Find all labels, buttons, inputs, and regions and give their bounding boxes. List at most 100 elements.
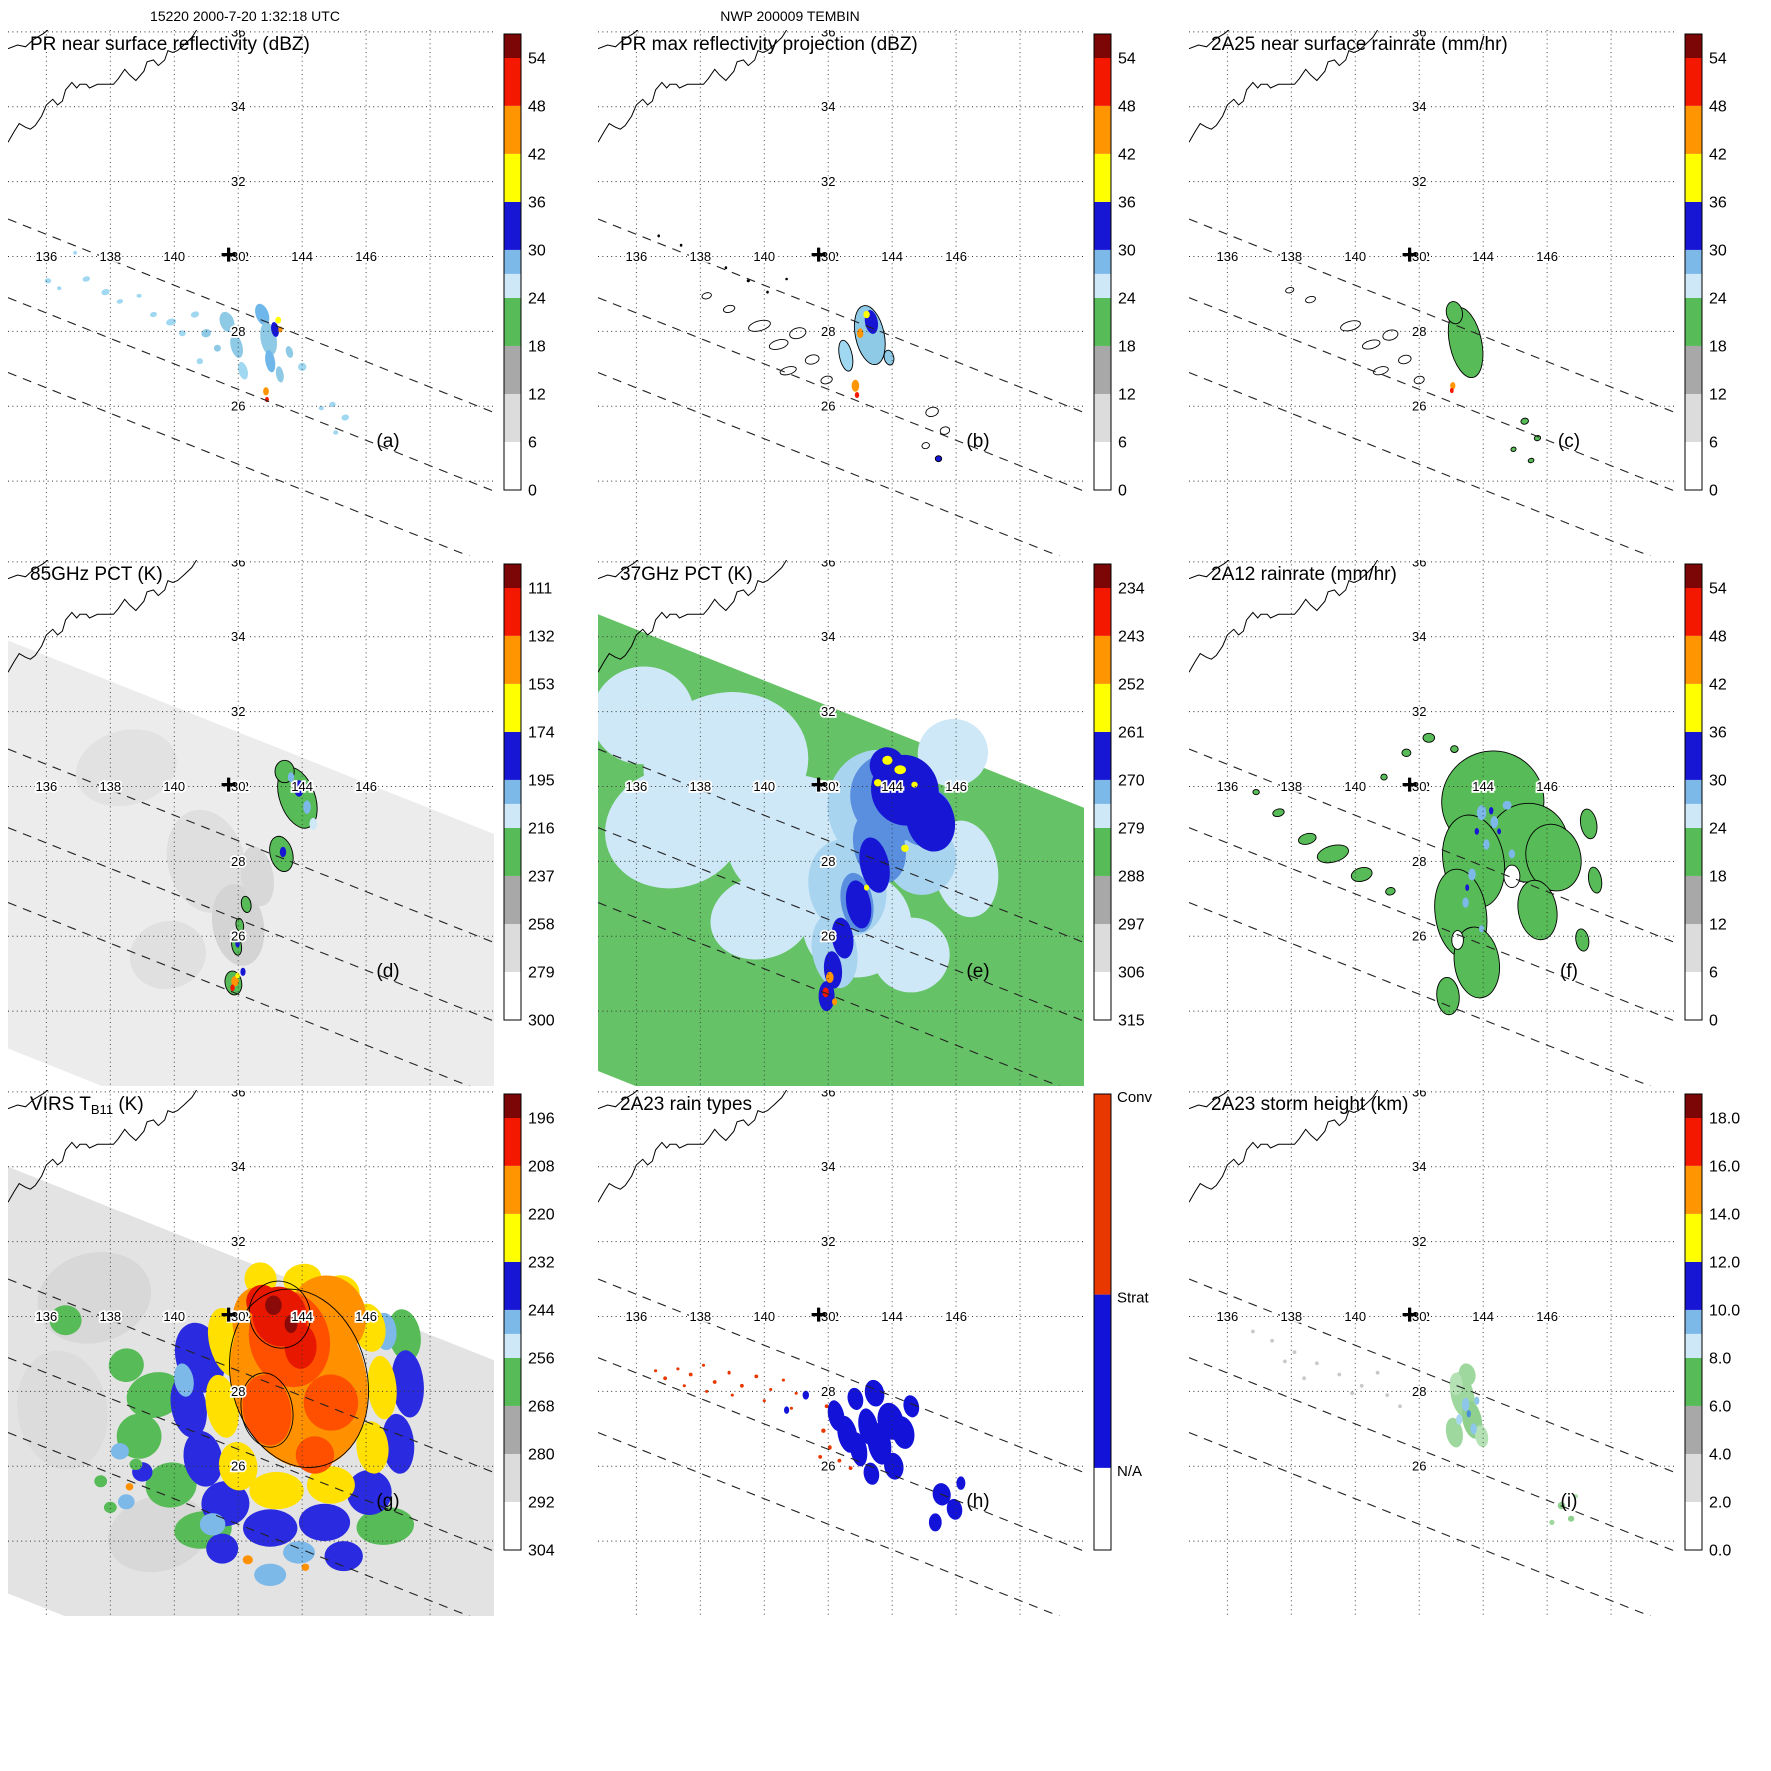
map-feature [1520, 417, 1529, 425]
lon-tick-label: 140 [163, 249, 185, 264]
map-feature [901, 844, 909, 852]
map-feature [201, 329, 211, 338]
map-feature [1285, 287, 1295, 294]
colorbar-tick-label: 300 [528, 1013, 555, 1030]
lat-tick-label: 28 [1412, 324, 1426, 339]
coastline [8, 30, 49, 50]
lat-tick-label: 26 [821, 929, 835, 944]
panel-title: 85GHz PCT (K) [30, 564, 163, 585]
lat-tick-label: 34 [821, 1159, 835, 1174]
colorbar-segment [504, 34, 521, 59]
lon-tick-label: 142 [817, 249, 839, 264]
map-feature [701, 292, 712, 300]
storm-center-marker [1402, 1307, 1417, 1322]
swath-edge-line [598, 827, 1084, 1022]
colorbar-segment [504, 1309, 521, 1334]
lat-tick-label: 26 [231, 1459, 245, 1474]
lat-tick-label: 28 [231, 854, 245, 869]
colorbar-segment [1094, 827, 1111, 876]
colorbar-segment [1685, 731, 1702, 780]
map-feature [1465, 884, 1470, 891]
map-feature [1398, 354, 1412, 365]
colorbar-tick-label: 14.0 [1709, 1206, 1740, 1223]
svg-shape: (K) [113, 1094, 144, 1115]
map-feature [116, 299, 124, 304]
map-feature [381, 1413, 415, 1474]
colorbar-tick-label: 252 [1118, 676, 1145, 693]
map-feature [769, 1388, 773, 1391]
map-area: 136 138 140 142 144 146 26 28 30 32 34 36 [598, 1090, 1084, 1616]
colorbar-segment [1094, 587, 1111, 636]
map-feature [832, 998, 838, 1006]
colorbar-segment [1094, 249, 1111, 274]
colorbar-tick-label: 216 [528, 820, 555, 837]
lon-tick-label: 142 [1408, 1309, 1430, 1324]
colorbar-segment [1094, 57, 1111, 106]
colorbar-segment [1094, 683, 1111, 732]
panel-corner-label: (d) [376, 961, 399, 982]
storm-center-marker [1402, 777, 1417, 792]
map-feature [1337, 1372, 1342, 1377]
panel-i-2a23-storm-height: 136 138 140 142 144 146 26 28 30 32 34 36 2A23 storm… [1189, 1090, 1740, 1616]
colorbar-segment [504, 564, 521, 589]
colorbar-tick-label: 54 [528, 50, 546, 67]
map-feature [1449, 1372, 1463, 1396]
colorbar: 304 292 280 268 256 244 232 220 208 196 [503, 1093, 555, 1560]
lon-tick-label: 140 [1344, 779, 1366, 794]
lon-tick-label: 144 [881, 1309, 903, 1324]
lon-tick-label: 146 [945, 1309, 967, 1324]
map-feature [894, 765, 906, 775]
colorbar-tick-label: 4.0 [1709, 1446, 1731, 1463]
colorbar-tick-label: 24 [528, 290, 546, 307]
map-feature [1350, 1391, 1354, 1396]
colorbar-tick-label: 30 [528, 242, 546, 259]
map-feature [1350, 867, 1373, 882]
lat-tick-label: 32 [821, 1234, 835, 1249]
map-feature [905, 788, 956, 852]
colorbar-tick-label: 8.0 [1709, 1350, 1731, 1367]
colorbar-tick-label: 0 [528, 483, 537, 500]
map-feature [219, 311, 235, 333]
lat-tick-label: 26 [1412, 1459, 1426, 1474]
lon-tick-label: 142 [227, 779, 249, 794]
map-feature [1372, 366, 1389, 376]
lat-tick-label: 32 [1412, 1234, 1426, 1249]
coastline [8, 560, 49, 580]
lon-tick-label: 146 [1536, 1309, 1558, 1324]
lat-tick-label: 36 [231, 24, 245, 39]
map-feature [831, 1393, 835, 1397]
lon-tick-label: 144 [1472, 1309, 1494, 1324]
map-feature [1549, 1519, 1555, 1525]
map-feature [1461, 1397, 1470, 1412]
colorbar-segment [504, 683, 521, 732]
lat-tick-label: 28 [821, 1384, 835, 1399]
panel-corner-label: (g) [376, 1491, 399, 1512]
map-feature [284, 1323, 317, 1369]
map-feature [934, 455, 943, 463]
colorbar-tick-label: 132 [528, 628, 555, 645]
colorbar-segment [504, 1213, 521, 1262]
map-feature [956, 1476, 966, 1490]
swath-edge-line [8, 748, 494, 944]
colorbar-segment [1685, 803, 1702, 828]
map-feature [903, 1395, 920, 1418]
colorbar-tick-label: 18 [1709, 338, 1727, 355]
panel-h-2a23-rain-types: 136 138 140 142 144 146 26 28 30 32 34 36 2A23 rain … [598, 1089, 1153, 1616]
panel-title: 37GHz PCT (K) [620, 564, 753, 585]
panel-f-2a12-rainrate: 136 138 140 142 144 146 26 28 30 32 34 36 2A12 rainr… [1189, 560, 1727, 1086]
storm-center-marker [221, 1307, 236, 1322]
map-feature [150, 311, 157, 318]
swath-edge-line [598, 1278, 1084, 1474]
map-feature [230, 334, 244, 358]
map-feature [785, 277, 788, 281]
map-feature [1468, 868, 1476, 881]
swath-edge-line [8, 1278, 494, 1474]
map-feature [238, 361, 248, 380]
lat-tick-label: 36 [1412, 24, 1426, 39]
map-feature [1489, 807, 1494, 815]
map-feature [863, 1462, 880, 1485]
map-feature [1458, 1363, 1476, 1386]
map-feature [1398, 1404, 1402, 1409]
colorbar-segment [1094, 875, 1111, 924]
map-feature [654, 1369, 658, 1373]
